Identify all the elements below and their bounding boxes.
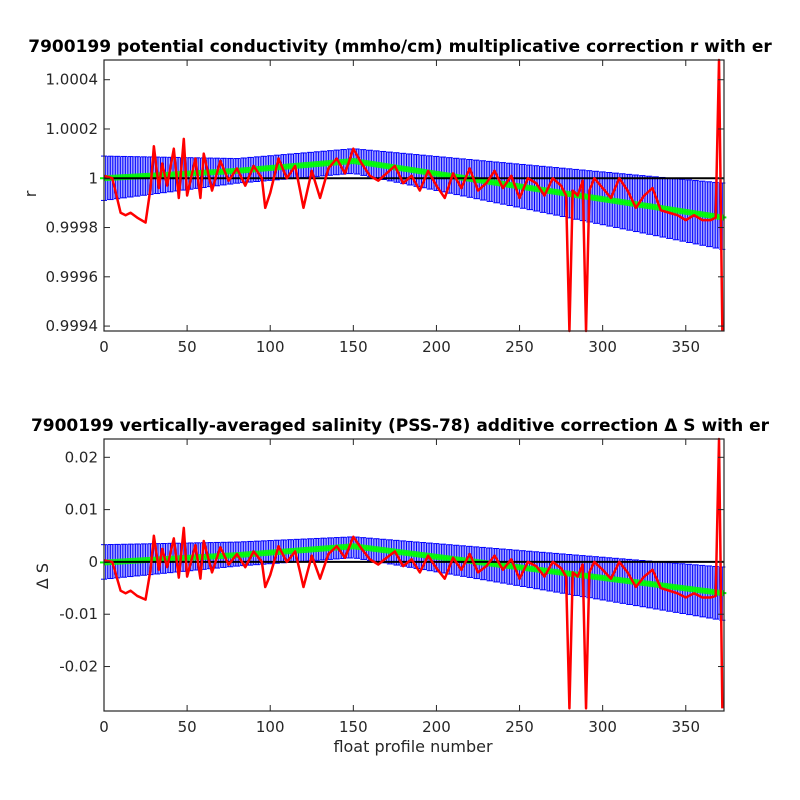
- y-tick-label: 1.0002: [46, 120, 99, 138]
- y-tick-label: 1.0004: [46, 71, 99, 89]
- x-tick-label: 150: [339, 718, 368, 736]
- y-axis-label: r: [21, 190, 40, 197]
- y-tick-label: 0.02: [65, 448, 98, 466]
- x-tick-label: 250: [505, 338, 534, 356]
- y-tick-label: 0.9998: [46, 219, 99, 237]
- x-tick-label: 350: [671, 338, 700, 356]
- chart-title: 7900199 vertically-averaged salinity (PS…: [31, 416, 770, 436]
- x-tick-label: 0: [99, 718, 109, 736]
- axes-frame: [103, 438, 725, 712]
- chart-panel-salinity: 7900199 vertically-averaged salinity (PS…: [31, 416, 770, 756]
- data-series: [103, 58, 724, 333]
- data-series: [103, 437, 724, 710]
- y-tick-label: -0.02: [59, 658, 98, 676]
- x-tick-label: 150: [339, 338, 368, 356]
- y-tick-label: 0.9994: [46, 317, 99, 335]
- y-tick-label: 1: [88, 169, 98, 187]
- x-tick-label: 300: [588, 338, 617, 356]
- x-tick-label: 50: [178, 338, 197, 356]
- x-tick-label: 0: [99, 338, 109, 356]
- y-tick-label: 0.9996: [46, 268, 99, 286]
- chart-title: 7900199 potential conductivity (mmho/cm)…: [28, 37, 772, 57]
- axes: 0 50 100 150 200 250 300 350 -0.02 -0.01 0 0.01 0.02: [59, 438, 725, 736]
- axes-frame: [103, 59, 725, 332]
- data-line: [103, 437, 724, 710]
- x-tick-label: 350: [671, 718, 700, 736]
- x-tick-label: 200: [422, 718, 451, 736]
- x-tick-label: 100: [256, 718, 285, 736]
- y-tick-label: 0: [88, 553, 98, 571]
- x-tick-label: 200: [422, 338, 451, 356]
- x-tick-label: 50: [178, 718, 197, 736]
- y-axis-label: Δ S: [33, 563, 52, 589]
- x-axis-label: float profile number: [333, 737, 493, 756]
- x-tick-label: 250: [505, 718, 534, 736]
- axes: 0 50 100 150 200 250 300 350 0.9994 0.9996 0.9998 1…: [46, 59, 725, 356]
- data-line: [103, 58, 724, 333]
- x-tick-label: 100: [256, 338, 285, 356]
- y-tick-label: 0.01: [65, 501, 98, 519]
- x-tick-label: 300: [588, 718, 617, 736]
- y-tick-label: -0.01: [59, 605, 98, 623]
- chart-panel-conductivity: 7900199 potential conductivity (mmho/cm)…: [21, 37, 772, 356]
